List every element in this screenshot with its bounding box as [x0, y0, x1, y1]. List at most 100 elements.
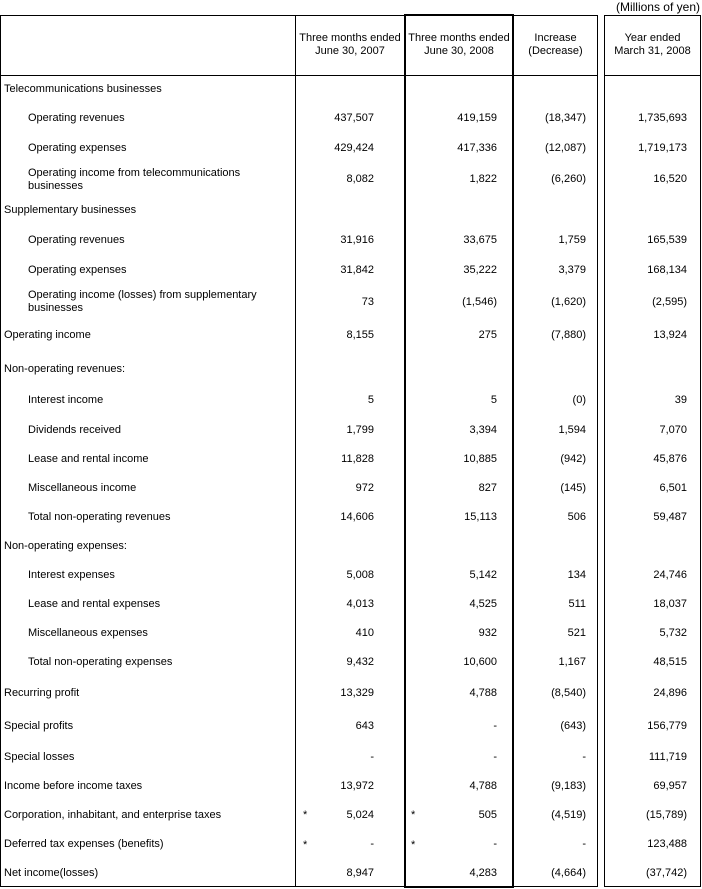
row-label: Recurring profit	[4, 686, 80, 699]
row-value: 5,732	[659, 626, 687, 639]
row-value: -	[493, 719, 497, 732]
row-value: 4,013	[346, 597, 374, 610]
row-value: -	[370, 838, 374, 851]
table-row: Total non-operating revenues 14,606 15,113…	[0, 503, 702, 532]
row-value	[296, 532, 374, 561]
row-value	[296, 196, 374, 226]
row-value: 3,394	[469, 423, 497, 436]
row-value: 505	[478, 808, 497, 821]
row-value: 4,788	[469, 686, 497, 699]
row-value: (0)	[572, 394, 586, 407]
table-frame-main	[0, 15, 598, 887]
row-label: Miscellaneous expenses	[28, 626, 148, 639]
row-label: Dividends received	[28, 423, 121, 436]
header-line: Increase	[534, 32, 577, 44]
row-value: -	[493, 750, 497, 763]
row-value	[605, 353, 687, 386]
row-value: 13,972	[340, 779, 374, 792]
row-value: 16,520	[653, 173, 687, 185]
row-value: 932	[478, 626, 497, 639]
header-line: Year ended	[624, 32, 681, 44]
row-label: Non-operating expenses:	[4, 539, 127, 552]
table-row: Supplementary businesses	[0, 196, 702, 226]
row-value: -	[493, 838, 497, 851]
row-value: (7,880)	[551, 329, 586, 342]
row-value: 4,525	[469, 597, 497, 610]
row-value	[405, 353, 497, 386]
header-divider	[0, 75, 598, 76]
row-label: Net income(losses)	[4, 866, 99, 879]
row-value	[605, 196, 687, 226]
row-value: 3,379	[558, 263, 586, 276]
row-value: 1,735,693	[638, 111, 687, 124]
row-value: -	[582, 750, 586, 763]
row-value: 1,594	[558, 423, 586, 436]
row-value: 4,283	[469, 866, 497, 879]
row-value: 972	[355, 481, 374, 494]
row-value: 31,916	[340, 233, 374, 246]
row-value: 39	[674, 394, 687, 407]
table-row: Deferred tax expenses (benefits) - - - 123,4…	[0, 830, 702, 860]
row-label: Operating income (losses) from supplemen…	[28, 289, 257, 314]
row-label: Interest income	[28, 394, 104, 407]
row-value	[514, 75, 586, 104]
row-value: 506	[567, 510, 586, 523]
row-value: 410	[355, 626, 374, 639]
row-value: 123,488	[647, 838, 687, 851]
row-label: Operating income	[4, 329, 91, 342]
current-period-highlight	[404, 14, 514, 888]
row-value: (2,595)	[652, 295, 687, 308]
row-value	[514, 196, 586, 226]
row-label: Special profits	[4, 719, 74, 732]
row-value	[605, 532, 687, 561]
footnote-asterisk: *	[303, 838, 308, 851]
table-row: Operating revenues 31,916 33,675 1,759 165,5…	[0, 226, 702, 255]
row-value: 11,828	[341, 452, 374, 465]
row-value: 35,222	[463, 263, 497, 276]
row-label: Miscellaneous income	[28, 481, 137, 494]
row-label: Operating income from telecommunications…	[28, 166, 241, 192]
row-value	[296, 353, 374, 386]
row-value: 5,024	[346, 808, 374, 821]
table-row: Interest expenses 5,008 5,142 134 24,746	[0, 561, 702, 590]
row-value: 45,876	[653, 452, 687, 465]
table-row: Lease and rental income 11,828 10,885 (942)…	[0, 445, 702, 474]
row-value: (4,519)	[551, 808, 586, 821]
row-value: 521	[567, 626, 586, 639]
table-row: Income before income taxes 13,972 4,788 (9,…	[0, 772, 702, 801]
table-row: Corporation, inhabitant, and enterprise …	[0, 801, 702, 831]
row-value: 10,885	[463, 452, 497, 465]
row-value	[514, 532, 586, 561]
row-value: 6,501	[659, 481, 687, 494]
row-value: (1,620)	[551, 295, 586, 308]
row-value: 5,008	[346, 568, 374, 581]
row-value: (15,789)	[646, 808, 687, 821]
table-frame-annual	[604, 15, 701, 887]
table-row: Operating income (losses) from supplemen…	[0, 286, 702, 319]
table-row: Non-operating expenses:	[0, 532, 702, 561]
row-value: 5	[367, 394, 374, 407]
row-value: 8,947	[346, 866, 374, 879]
column-header-fy2008: Year ended March 31, 2008	[605, 15, 700, 75]
row-value	[405, 196, 497, 226]
row-value: 5	[490, 394, 497, 407]
header-line: June 30, 2007	[315, 45, 385, 57]
header-line: March 31, 2008	[614, 45, 691, 57]
row-label: Lease and rental expenses	[28, 597, 161, 610]
row-value: 275	[478, 329, 497, 342]
row-value	[405, 75, 497, 104]
row-label: Special losses	[4, 750, 75, 763]
row-value: -	[370, 750, 374, 763]
row-value: (9,183)	[551, 779, 586, 792]
row-value: 5,142	[469, 568, 497, 581]
row-value: (145)	[560, 481, 586, 494]
table-row: Special losses - - - 111,719	[0, 743, 702, 772]
row-value: 15,113	[464, 510, 497, 523]
row-value: (37,742)	[646, 866, 687, 879]
row-label: Lease and rental income	[28, 452, 149, 465]
row-label: Interest expenses	[28, 568, 115, 581]
unit-note: (Millions of yen)	[615, 0, 700, 14]
table-row: Miscellaneous income 972 827 (145) 6,501	[0, 474, 702, 503]
row-value: (1,546)	[462, 295, 497, 308]
row-label: Operating revenues	[28, 233, 125, 246]
